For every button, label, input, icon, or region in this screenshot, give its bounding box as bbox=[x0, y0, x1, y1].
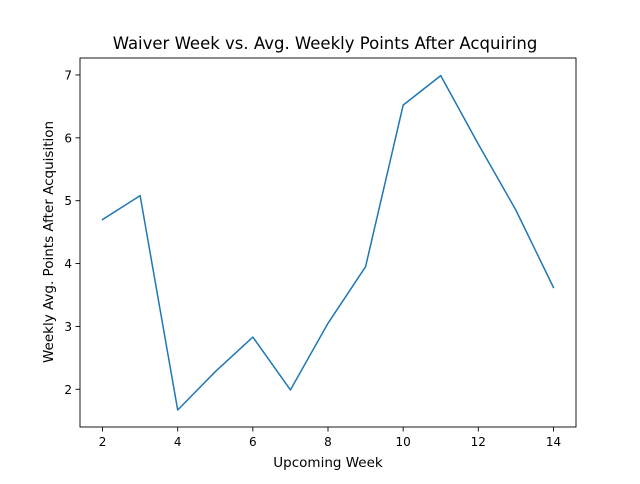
y-tick-label: 5 bbox=[64, 194, 72, 208]
y-tick-label: 3 bbox=[64, 320, 72, 334]
x-tick-label: 8 bbox=[324, 435, 332, 449]
y-tick-label: 4 bbox=[64, 257, 72, 271]
y-tick-label: 2 bbox=[64, 383, 72, 397]
x-tick-label: 6 bbox=[249, 435, 257, 449]
plot-area: 2 4 6 8 10 12 14 2 3 4 5 6 7 bbox=[64, 57, 577, 449]
x-tick-label: 12 bbox=[471, 435, 486, 449]
x-tick-label: 4 bbox=[174, 435, 182, 449]
x-axis-label: Upcoming Week bbox=[273, 455, 383, 471]
y-axis-label: Weekly Avg. Points After Acquisition bbox=[41, 121, 57, 363]
y-tick-label: 6 bbox=[64, 131, 72, 145]
x-tick-label: 2 bbox=[99, 435, 107, 449]
x-tick-label: 10 bbox=[396, 435, 411, 449]
series-line-0 bbox=[101, 74, 555, 411]
chart-title: Waiver Week vs. Avg. Weekly Points After… bbox=[113, 34, 538, 53]
x-tick-label: 14 bbox=[546, 435, 561, 449]
y-tick-label: 7 bbox=[64, 68, 72, 82]
